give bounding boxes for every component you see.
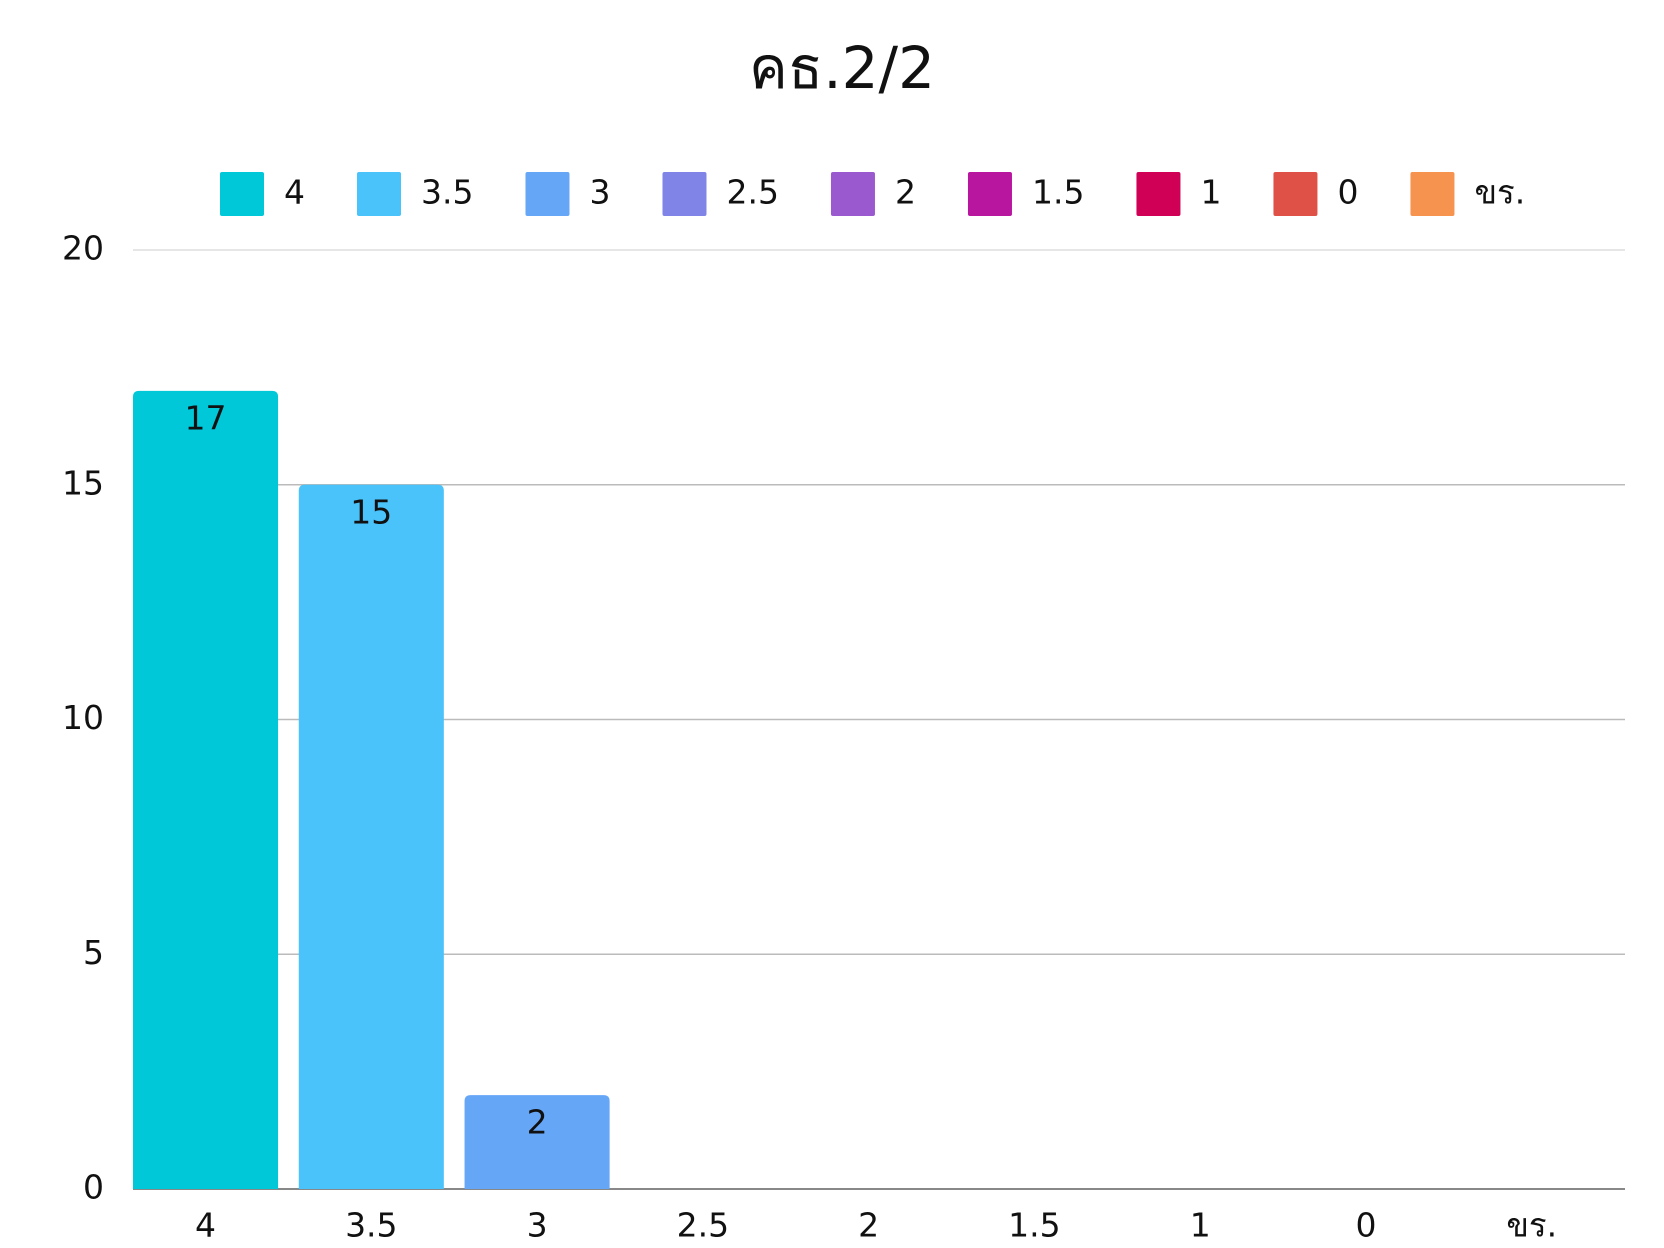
chart-title: คธ.2/2 (749, 34, 935, 102)
legend-label: 1.5 (1032, 173, 1084, 212)
legend-swatch (1273, 172, 1318, 216)
x-tick-label: 1 (1190, 1206, 1211, 1245)
data-label: 15 (350, 492, 392, 531)
y-tick-label: 5 (83, 933, 104, 972)
x-tick-label: ขร. (1506, 1206, 1557, 1245)
legend-label: 4 (284, 173, 305, 212)
y-tick-label: 0 (83, 1168, 104, 1207)
legend-swatch (357, 172, 401, 216)
legend-label: 2.5 (726, 173, 778, 212)
legend-swatch (1410, 172, 1455, 216)
legend-swatch (525, 172, 570, 216)
legend-label: 0 (1337, 173, 1358, 212)
x-tick-label: 1.5 (1008, 1206, 1060, 1245)
x-tick-label: 2 (858, 1206, 879, 1245)
y-tick-label: 20 (62, 229, 104, 268)
x-tick-label: 4 (195, 1206, 216, 1245)
legend-swatch (967, 172, 1012, 216)
legend-label: ขร. (1474, 173, 1525, 212)
bar (298, 484, 444, 1189)
legend-label: 3 (589, 173, 610, 212)
legend-label: 3.5 (421, 173, 473, 212)
data-label: 2 (527, 1103, 548, 1142)
legend-label: 2 (895, 173, 916, 212)
bar (133, 390, 279, 1190)
legend-swatch (830, 172, 875, 216)
bar (464, 1095, 610, 1189)
x-tick-label: 3 (527, 1206, 548, 1245)
legend-label: 1 (1200, 173, 1221, 212)
legend-swatch (662, 172, 707, 216)
x-tick-label: 3.5 (345, 1206, 397, 1245)
x-tick-label: 2.5 (677, 1206, 729, 1245)
x-tick-label: 0 (1355, 1206, 1376, 1245)
legend-swatch (220, 172, 264, 216)
y-tick-label: 15 (62, 463, 104, 502)
y-tick-label: 10 (62, 698, 104, 737)
data-label: 17 (185, 398, 227, 437)
legend-swatch (1136, 172, 1181, 216)
